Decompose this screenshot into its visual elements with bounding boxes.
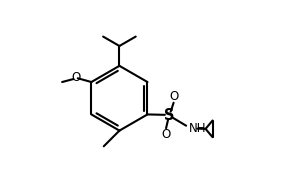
Text: O: O bbox=[161, 128, 170, 141]
Text: O: O bbox=[169, 90, 179, 103]
Text: NH: NH bbox=[189, 122, 206, 135]
Text: S: S bbox=[164, 108, 175, 123]
Text: O: O bbox=[71, 71, 80, 84]
